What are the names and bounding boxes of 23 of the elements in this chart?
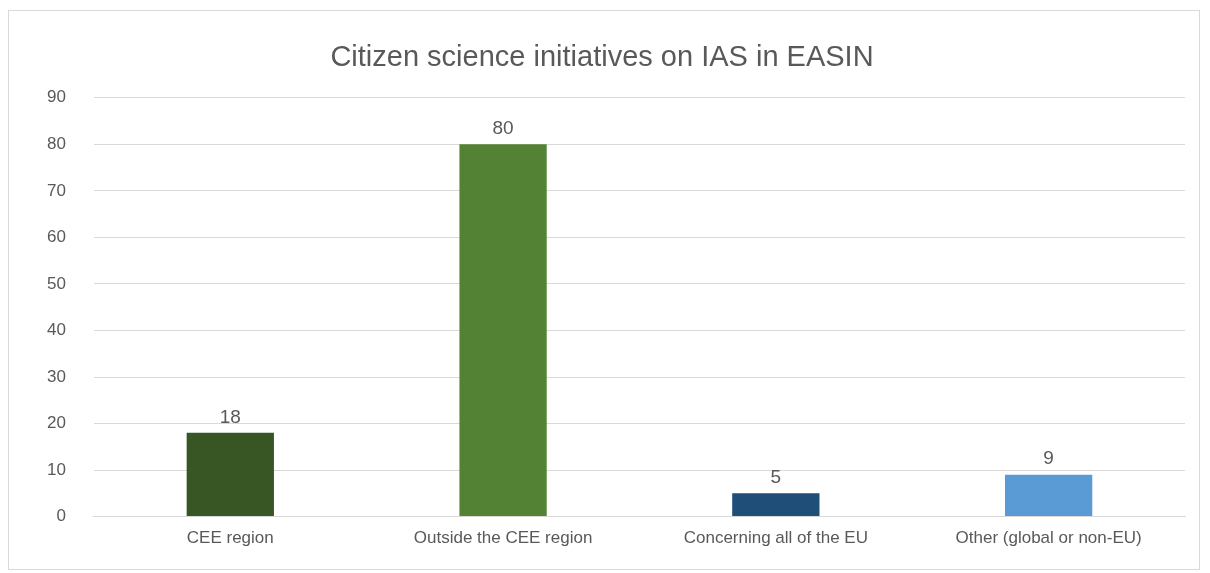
x-tick-label: Concerning all of the EU bbox=[683, 528, 868, 548]
y-tick-label: 0 bbox=[56, 506, 66, 526]
data-label: 9 bbox=[1043, 447, 1054, 469]
y-tick-label: 20 bbox=[46, 413, 66, 433]
bar bbox=[732, 493, 820, 517]
y-tick-label: 30 bbox=[46, 366, 66, 386]
chart-title: Citizen science initiatives on IAS in EASIN bbox=[330, 40, 874, 73]
bar bbox=[1004, 474, 1093, 517]
data-label: 80 bbox=[492, 117, 514, 139]
y-tick-label: 80 bbox=[46, 134, 66, 154]
data-label: 18 bbox=[219, 405, 241, 427]
bar bbox=[459, 144, 547, 517]
y-tick-label: 70 bbox=[46, 180, 66, 200]
y-tick-label: 60 bbox=[46, 227, 66, 247]
y-tick-label: 90 bbox=[46, 87, 66, 107]
bar bbox=[186, 432, 274, 517]
y-tick-label: 10 bbox=[46, 459, 66, 479]
x-tick-label: Other (global or non-EU) bbox=[955, 528, 1142, 548]
y-tick-label: 40 bbox=[46, 320, 66, 340]
data-label: 5 bbox=[770, 466, 782, 488]
x-tick-label: CEE region bbox=[186, 528, 274, 548]
y-tick-label: 50 bbox=[46, 273, 66, 293]
x-tick-label: Outside the CEE region bbox=[413, 528, 593, 548]
